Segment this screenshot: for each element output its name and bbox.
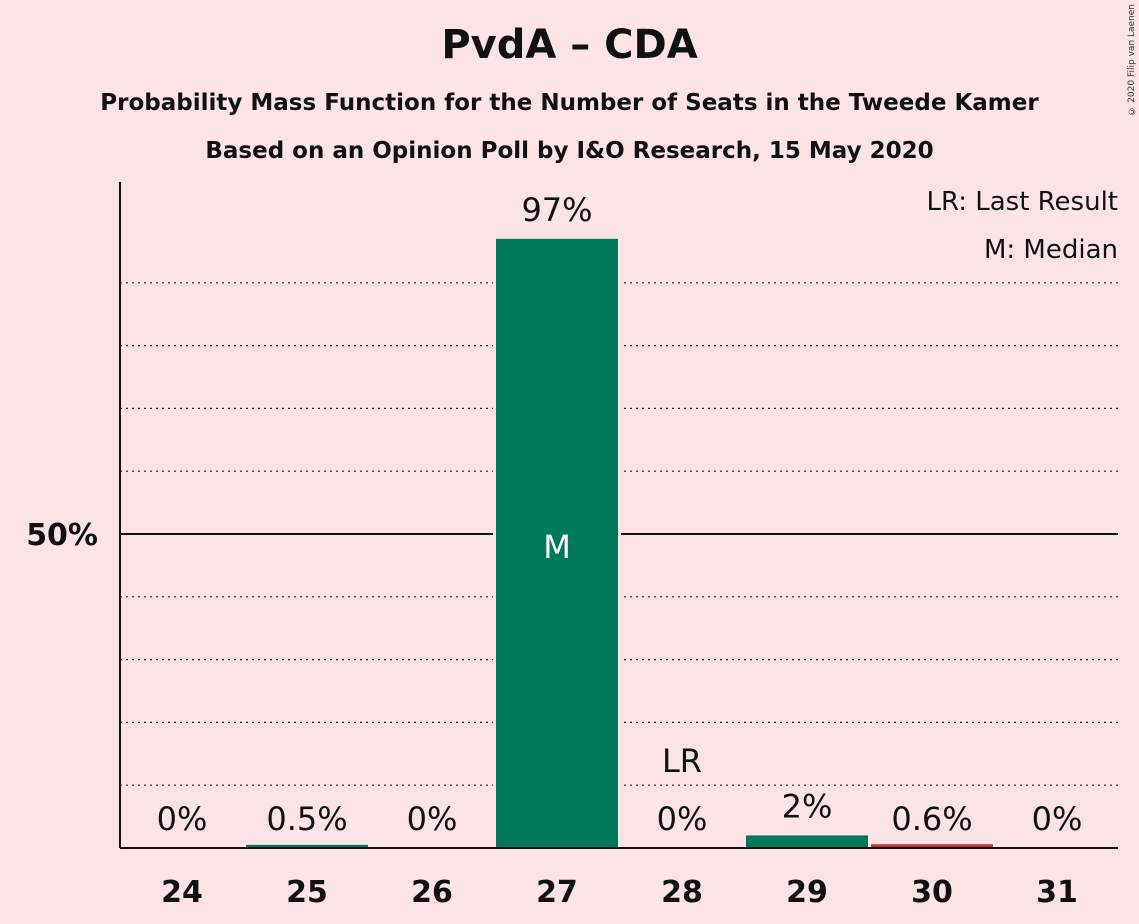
bar-value-label: 0% <box>657 800 708 838</box>
x-tick-label: 30 <box>911 875 953 910</box>
y-tick-label: 50% <box>26 518 98 553</box>
bar-value-label: 0% <box>407 800 458 838</box>
x-tick-label: 24 <box>161 875 203 910</box>
legend-last-result: LR: Last Result <box>926 187 1118 217</box>
x-tick-label: 28 <box>661 875 703 910</box>
bar-value-label: 0.6% <box>891 800 972 838</box>
x-tick-label: 29 <box>786 875 828 910</box>
x-tick-label: 25 <box>286 875 328 910</box>
bar-value-label: 0.5% <box>266 800 347 838</box>
bar-value-label: 0% <box>157 800 208 838</box>
bar-value-label: 0% <box>1032 800 1083 838</box>
bar <box>871 844 993 848</box>
bar-value-label: 97% <box>521 191 592 229</box>
x-tick-label: 26 <box>411 875 453 910</box>
x-tick-label: 31 <box>1036 875 1078 910</box>
bar <box>496 238 618 849</box>
last-result-marker: LR <box>662 742 702 780</box>
median-marker: M <box>543 528 571 566</box>
x-tick-label: 27 <box>536 875 578 910</box>
bar <box>746 835 868 848</box>
chart-title: PvdA – CDA <box>441 22 698 68</box>
chart-subtitle-source: Based on an Opinion Poll by I&O Research… <box>205 138 934 164</box>
bar-value-label: 2% <box>782 787 833 825</box>
chart-subtitle: Probability Mass Function for the Number… <box>100 90 1039 116</box>
legend-median: M: Median <box>984 235 1118 265</box>
bar <box>246 844 368 848</box>
